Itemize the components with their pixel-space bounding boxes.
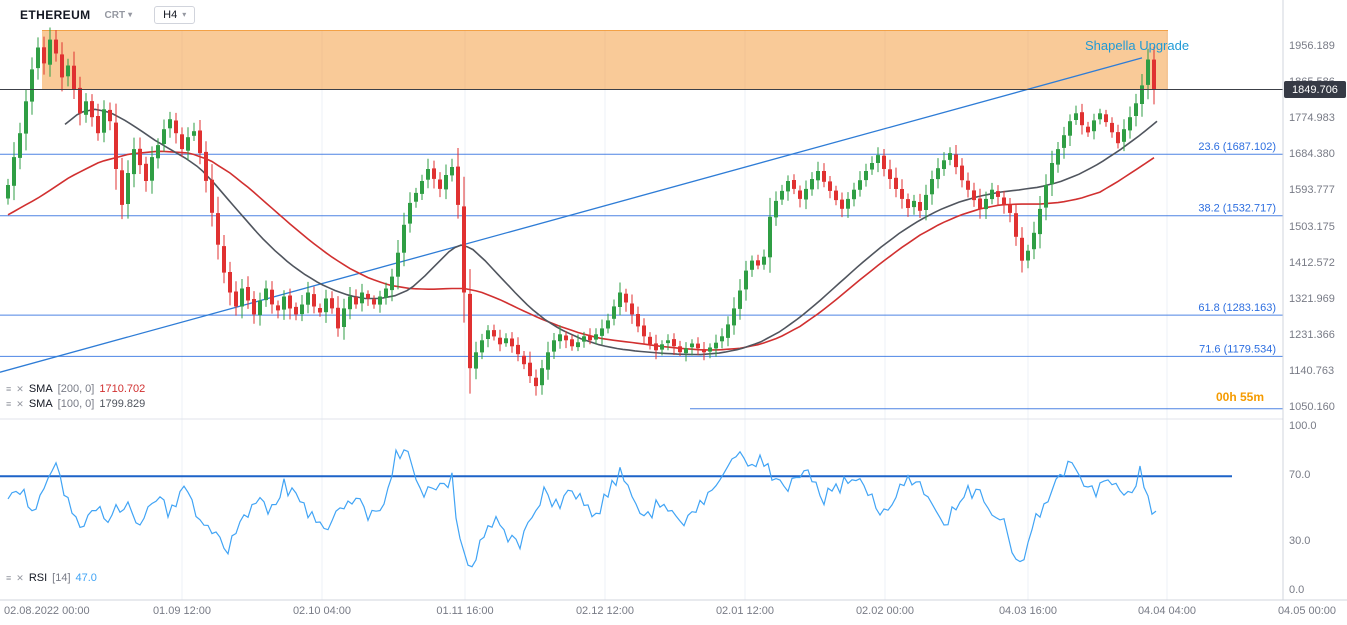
time-axis-label: 02.02 00:00 bbox=[855, 605, 915, 617]
chevron-down-icon: ▾ bbox=[182, 10, 187, 19]
symbol-title: ETHEREUM bbox=[20, 8, 91, 22]
sma100-legend: ≡ ✕ SMA [100, 0] 1799.829 bbox=[6, 398, 145, 410]
price-axis-tick: 1140.763 bbox=[1289, 365, 1335, 377]
time-axis-label: 01.11 16:00 bbox=[436, 605, 494, 617]
highlight-zone[interactable] bbox=[42, 30, 1168, 90]
sma200-legend: ≡ ✕ SMA [200, 0] 1710.702 bbox=[6, 383, 145, 395]
fib-level-label: 38.2 (1532.717) bbox=[1198, 203, 1276, 215]
rsi-axis-tick: 70.0 bbox=[1289, 469, 1311, 481]
time-axis-label: 02.08.2022 00:00 bbox=[4, 605, 90, 617]
indicator-params: [14] bbox=[52, 572, 71, 584]
chart-type-dropdown[interactable]: CRT ▾ bbox=[105, 10, 133, 21]
rsi-axis-tick: 30.0 bbox=[1289, 535, 1311, 547]
indicator-name: SMA bbox=[28, 383, 53, 395]
price-axis-tick: 1050.160 bbox=[1289, 401, 1335, 413]
time-axis-label: 02.12 12:00 bbox=[575, 605, 635, 617]
fib-level-label: 61.8 (1283.163) bbox=[1198, 302, 1276, 314]
price-axis-tick: 1412.572 bbox=[1289, 257, 1335, 269]
candle-countdown: 00h 55m bbox=[1216, 390, 1265, 404]
interval-dropdown[interactable]: H4 ▾ bbox=[154, 6, 196, 24]
indicator-params: [200, 0] bbox=[57, 383, 95, 395]
indicator-value: 47.0 bbox=[75, 572, 97, 584]
price-axis-tick: 1593.777 bbox=[1289, 184, 1335, 196]
price-axis-tick: 1321.969 bbox=[1289, 293, 1335, 305]
shapella-annotation[interactable]: Shapella Upgrade bbox=[1085, 38, 1190, 53]
time-axis-label: 02.10 04:00 bbox=[292, 605, 352, 617]
indicator-name: RSI bbox=[28, 572, 48, 584]
price-axis-tick: 1774.983 bbox=[1289, 112, 1335, 124]
sma-200-line[interactable] bbox=[7, 150, 1155, 351]
chart-type-label: CRT bbox=[104, 9, 126, 21]
toolbar: ETHEREUM CRT ▾ H4 ▾ bbox=[0, 0, 1347, 30]
indicator-params: [100, 0] bbox=[57, 398, 95, 410]
interval-label: H4 bbox=[163, 9, 178, 21]
time-axis-label: 04.03 16:00 bbox=[998, 605, 1058, 617]
fib-level-label: 23.6 (1687.102) bbox=[1198, 141, 1276, 153]
indicator-settings-icon[interactable]: ≡ bbox=[6, 398, 12, 409]
current-price-badge: 1849.706 bbox=[1284, 81, 1346, 98]
indicator-remove-icon[interactable]: ✕ bbox=[16, 398, 24, 409]
time-axis-label: 01.09 12:00 bbox=[152, 605, 212, 617]
indicator-value: 1799.829 bbox=[99, 398, 146, 410]
price-axis-tick: 1231.366 bbox=[1289, 329, 1335, 341]
candlestick-series bbox=[6, 27, 1156, 396]
indicator-name: SMA bbox=[28, 398, 53, 410]
rsi-axis-tick: 100.0 bbox=[1289, 420, 1317, 432]
indicator-value: 1710.702 bbox=[99, 383, 146, 395]
time-axis-label: 04.05 00:00 bbox=[1277, 605, 1337, 617]
sma-100-line[interactable] bbox=[64, 108, 1158, 356]
indicator-remove-icon[interactable]: ✕ bbox=[16, 383, 24, 394]
fib-level-label: 71.6 (1179.534) bbox=[1199, 343, 1276, 355]
time-axis-label: 02.01 12:00 bbox=[715, 605, 775, 617]
chevron-down-icon: ▾ bbox=[128, 10, 133, 19]
time-axis-label: 04.04 04:00 bbox=[1137, 605, 1197, 617]
rsi-line bbox=[7, 448, 1157, 568]
indicator-settings-icon[interactable]: ≡ bbox=[6, 572, 12, 583]
rsi-legend: ≡ ✕ RSI [14] 47.0 bbox=[6, 572, 97, 584]
price-axis-tick: 1503.175 bbox=[1289, 221, 1335, 233]
price-axis-tick: 1684.380 bbox=[1289, 148, 1335, 160]
indicator-remove-icon[interactable]: ✕ bbox=[16, 572, 24, 583]
rsi-axis-tick: 0.0 bbox=[1289, 584, 1305, 596]
trend-line[interactable] bbox=[0, 57, 1143, 373]
price-axis-tick: 1956.189 bbox=[1289, 40, 1335, 52]
indicator-settings-icon[interactable]: ≡ bbox=[6, 383, 12, 394]
